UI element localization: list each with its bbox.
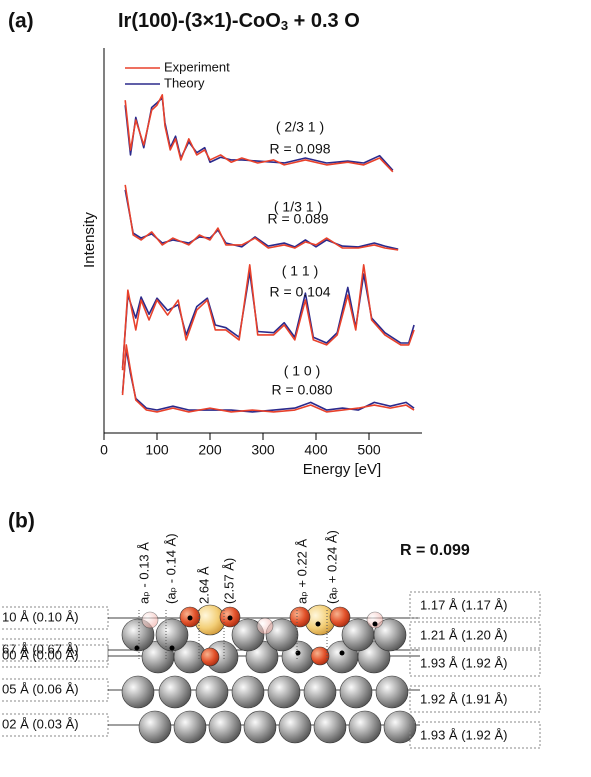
atom [158, 675, 192, 709]
layer-height: 00 Å (0.00 Å) [2, 647, 79, 662]
distance-label: 2.64 Å [196, 566, 211, 604]
atom [278, 710, 312, 744]
title-part: + 0.3 O [288, 10, 360, 32]
title-subscript: 3 [281, 18, 288, 33]
x-tick-label: 500 [357, 442, 381, 458]
beam-label: ( 2/3 1 ) [276, 119, 324, 135]
atom [155, 618, 189, 652]
theory-curve [124, 189, 399, 250]
x-tick-label: 100 [145, 442, 169, 458]
atom-center [227, 615, 233, 621]
experiment-curve [121, 344, 415, 413]
experiment-curve [124, 94, 394, 173]
atom [348, 710, 382, 744]
x-axis-label: Energy [eV] [303, 461, 381, 478]
atom [121, 675, 155, 709]
atom [289, 606, 311, 628]
atom [243, 710, 277, 744]
label-box [409, 721, 541, 749]
x-tick-label: 0 [100, 442, 108, 458]
atom-center [339, 650, 345, 656]
theory-curve [121, 271, 415, 368]
atom [265, 618, 299, 652]
layer-spacing: 1.17 Å (1.17 Å) [420, 597, 507, 612]
atom [141, 611, 159, 629]
legend-label: Theory [164, 75, 205, 90]
beam-label: ( 1 1 ) [282, 263, 319, 279]
atom [200, 647, 220, 667]
beam-label: ( 1/3 1 ) [274, 199, 322, 215]
atom-center [315, 621, 321, 627]
atom [375, 675, 409, 709]
atom [373, 618, 407, 652]
layer-spacing: 1.21 Å (1.20 Å) [420, 627, 507, 642]
atom [138, 710, 172, 744]
layer-height: 05 Å (0.06 Å) [2, 681, 79, 696]
atom [366, 611, 384, 629]
distance-label: aₚ - 0.13 Å [136, 542, 151, 604]
label-box [409, 649, 541, 677]
distance-label: aₚ + 0.22 Å [294, 538, 309, 604]
atom-center [372, 621, 378, 627]
atom [303, 675, 337, 709]
x-tick-label: 200 [198, 442, 222, 458]
distance-label: (2.57 Å) [221, 558, 236, 604]
atom [383, 710, 417, 744]
layer-spacing: 1.92 Å (1.91 Å) [420, 691, 507, 706]
structure-model: 10 Å (0.10 Å)67 Å (0.67 Å)00 Å (0.00 Å)0… [0, 530, 541, 749]
experiment-curve [121, 264, 415, 371]
layer-height: 02 Å (0.03 Å) [2, 716, 79, 731]
panel-label: (b) [8, 510, 35, 533]
legend-label: Experiment [164, 59, 230, 74]
r-factor-label: R = 0.089 [267, 211, 328, 227]
r-factor-label: R = 0.098 [269, 141, 330, 157]
distance-label: (aₚ + 0.24 Å) [324, 530, 339, 604]
atom-center [187, 615, 193, 621]
layer-spacing: 1.93 Å (1.92 Å) [420, 727, 507, 742]
distance-label: (aₚ - 0.14 Å) [163, 533, 178, 604]
atom [339, 675, 373, 709]
atom [313, 710, 347, 744]
atom-center [134, 645, 140, 651]
atom [231, 675, 265, 709]
x-tick-label: 300 [251, 442, 275, 458]
label-box [409, 591, 541, 619]
atom [208, 710, 242, 744]
atom-center [169, 645, 175, 651]
atom [256, 617, 274, 635]
r-factor-label: R = 0.104 [269, 284, 330, 300]
beam-label: ( 1 0 ) [284, 363, 321, 379]
layer-spacing: 1.93 Å (1.92 Å) [420, 655, 507, 670]
atom [195, 675, 229, 709]
chart-title: Ir(100)-(3×1)-CoO3 + 0.3 O [118, 10, 360, 33]
x-tick-label: 400 [304, 442, 328, 458]
title-part: Ir(100)-(3×1)-CoO [118, 10, 281, 32]
layer-height: 10 Å (0.10 Å) [2, 609, 79, 624]
label-box [409, 621, 541, 649]
label-box [409, 685, 541, 713]
y-axis-label: Intensity [81, 212, 98, 268]
atom [231, 618, 265, 652]
r-factor-label: R = 0.080 [271, 382, 332, 398]
atom [310, 646, 330, 666]
experiment-curve [124, 184, 399, 251]
atom [267, 675, 301, 709]
theory-curve [124, 97, 394, 171]
atom-center [295, 650, 301, 656]
atom [329, 606, 351, 628]
theory-curve [121, 347, 415, 413]
atom [173, 710, 207, 744]
panel-label: (a) [8, 10, 34, 33]
r-factor: R = 0.099 [400, 542, 470, 559]
